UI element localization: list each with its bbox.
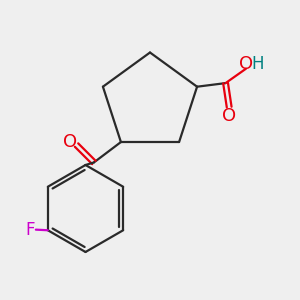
Text: O: O	[222, 106, 236, 124]
Text: O: O	[63, 133, 77, 151]
Text: O: O	[239, 55, 253, 73]
Text: H: H	[252, 55, 264, 73]
Text: F: F	[26, 220, 35, 239]
